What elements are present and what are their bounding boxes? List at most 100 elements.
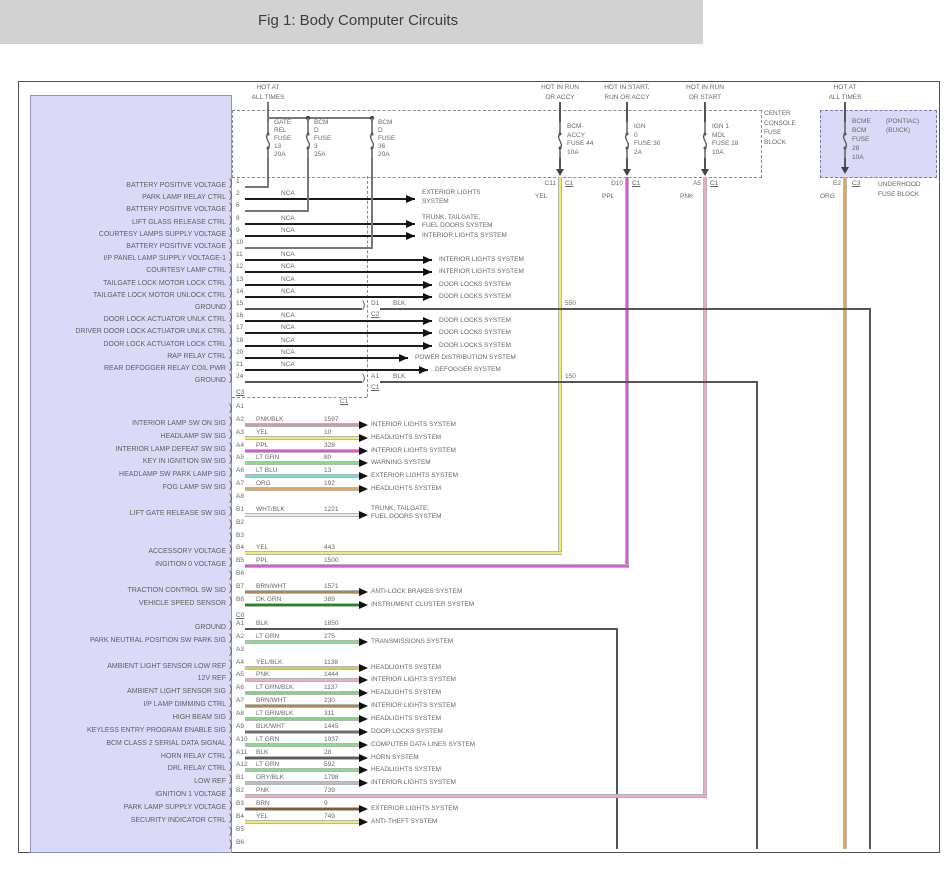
signal-label: I/P PANEL LAMP SUPPLY VOLTAGE-1 — [103, 255, 226, 263]
circuit-wire-BRN — [245, 806, 360, 811]
pin-number: B3 — [236, 799, 244, 807]
pin-number: 15 — [236, 300, 244, 307]
destination-label: DEFOGGER SYSTEM — [435, 366, 501, 373]
arrow-right-icon — [359, 817, 368, 826]
circuit-number: 1597 — [324, 415, 339, 423]
nca-wire — [245, 222, 415, 225]
arrow-right-icon — [406, 195, 415, 204]
fuse-top-link — [307, 118, 309, 122]
signal-label: HEADLAMP SW SIG — [160, 432, 226, 440]
center-console-fuse-block-box — [232, 110, 762, 178]
circuit-number: 150 — [565, 373, 576, 381]
pin-bracket: ) — [229, 454, 233, 466]
pin-bracket: ) — [229, 799, 233, 811]
pin-number: B4 — [236, 544, 244, 552]
pin-bracket: ) — [229, 214, 233, 226]
wire-to-fuse — [307, 158, 309, 213]
destination-label: SYSTEM — [422, 197, 449, 205]
hot-feed-stub — [626, 102, 628, 122]
wire-color-label: YEL — [256, 544, 269, 552]
fuse-bus — [268, 117, 372, 119]
signal-label: DRL RELAY CTRL — [167, 765, 226, 773]
nca-wire — [245, 356, 408, 359]
connector-label: C2 — [371, 311, 380, 318]
pin-number: B4 — [236, 812, 244, 820]
fuse-top-link — [267, 118, 269, 122]
arrow-down-icon — [623, 169, 631, 176]
pin-bracket: ) — [229, 825, 233, 837]
pin-number: 16 — [236, 312, 244, 320]
connector-label: C1 — [340, 398, 349, 405]
feed-wire-PPL — [625, 177, 629, 568]
destination-label: HEADLIGHTS SYSTEM — [371, 715, 442, 722]
pin-bracket: ) — [229, 620, 233, 631]
destination-label: TRUNK, TAILGATE, — [371, 504, 430, 512]
arrow-right-icon — [359, 727, 368, 736]
pin-number: A12 — [236, 761, 248, 769]
fuse-output-pin-label: A5 — [693, 180, 701, 187]
fuse-label: BCME — [852, 118, 871, 125]
signal-label: PARK NEUTRAL POSITION SW PARK SIG — [89, 636, 226, 644]
wire-color-label: LT GRN — [256, 761, 280, 769]
arrow-right-icon — [359, 433, 368, 442]
pin-bracket: ) — [229, 787, 233, 799]
pin-bracket: ) — [229, 493, 233, 504]
destination-label: COMPUTER DATA LINES SYSTEM — [371, 740, 476, 748]
pin-bracket: ) — [229, 518, 233, 530]
circuit-number: 9 — [324, 799, 328, 807]
fuse-label: FUSE 44 — [567, 140, 594, 147]
pin-number: 9 — [236, 226, 240, 234]
circuit-wire-BRN/WHT — [245, 704, 360, 709]
pin-number: B5 — [236, 557, 244, 565]
circuit-wire-LT GRN/BLK — [245, 717, 360, 721]
signal-label: RAP RELAY CTRL — [167, 352, 226, 360]
signal-label: TAILGATE LOCK MOTOR UNLOCK CTRL — [92, 291, 226, 299]
wire-color-label: PNK — [680, 193, 694, 200]
circuit-number: 1445 — [324, 722, 339, 730]
destination-label: HEADLIGHTS SYSTEM — [371, 766, 442, 774]
wire-color-label: BLK — [393, 373, 406, 381]
destination-label: INTERIOR LIGHTS SYSTEM — [371, 420, 456, 428]
pin-bracket: ) — [229, 722, 233, 734]
signal-label: TRACTION CONTROL SW SID — [127, 586, 226, 594]
pin-number: A7 — [236, 480, 244, 488]
fuse-label: GATE — [274, 119, 292, 126]
pin-bracket: ) — [229, 557, 233, 569]
hot-feed-label: HOT IN RUN — [686, 84, 724, 91]
signal-label: LIFT GATE RELEASE SW SIG — [129, 509, 226, 517]
pin-number: B6 — [236, 838, 244, 846]
circuit-wire-GRY/BLK — [245, 781, 360, 786]
circuit-number: 311 — [324, 710, 335, 717]
center-console-fuse-block-label: CENTER — [764, 110, 791, 117]
wire-color-label: NCA — [281, 275, 295, 283]
signal-label: COURTESY LAMPS SUPPLY VOLTAGE — [98, 230, 226, 238]
circuit-wire-BRN/WHT — [245, 589, 360, 594]
pin-bracket: ) — [229, 336, 233, 348]
pin-bracket: ) — [229, 348, 233, 360]
circuit-number: 80 — [324, 454, 332, 462]
wire-color-label: LT GRN/BLK — [256, 684, 294, 692]
pin-number: B6 — [236, 570, 244, 578]
signal-label: LIFT GLASS RELEASE CTRL — [131, 218, 226, 226]
feed-wire-YEL — [558, 177, 562, 555]
arrow-right-icon — [423, 292, 432, 301]
figure-title-bar — [0, 0, 703, 44]
pin-number: A11 — [236, 748, 248, 756]
circuit-wire-YEL — [245, 435, 360, 440]
nca-wire — [245, 320, 432, 323]
signal-label: INTERIOR LAMP SW ON SIG — [132, 419, 226, 427]
destination-label: TRANSMISSIONS SYSTEM — [371, 637, 454, 645]
nca-wire — [245, 344, 432, 347]
destination-label: WARNING SYSTEM — [371, 459, 431, 467]
arrow-right-icon — [423, 268, 432, 277]
pin-number: 1 — [236, 178, 240, 185]
ground-wire — [380, 308, 871, 310]
pin-number: 2 — [236, 190, 240, 198]
wire-to-fuse — [245, 186, 269, 188]
pin-number: A6 — [236, 684, 244, 692]
wire-color-label: NCA — [281, 348, 295, 356]
destination-label: HEADLIGHTS SYSTEM — [371, 689, 442, 697]
ground-wire — [756, 382, 758, 849]
wire-color-label: BLK — [393, 300, 406, 307]
pin-bracket: ) — [229, 632, 233, 644]
